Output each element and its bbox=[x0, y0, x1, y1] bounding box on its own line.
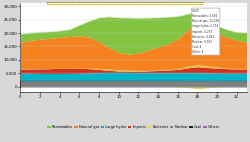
Text: Effective Dec. 13, 2021, the methodology for tracking natural gas data was updat: Effective Dec. 13, 2021, the methodology… bbox=[48, 2, 203, 3]
Text: 30,00
Renovables: 4,546
Natural gas: 12,048
Large hydro: 2,714
Imports: 4,233
Ba: 30,00 Renovables: 4,546 Natural gas: 12,… bbox=[192, 9, 219, 54]
Legend: Renewables, Natural gas, Large hydro, Imports, Batteries, Nuclear, Coal, Others: Renewables, Natural gas, Large hydro, Im… bbox=[47, 125, 220, 130]
